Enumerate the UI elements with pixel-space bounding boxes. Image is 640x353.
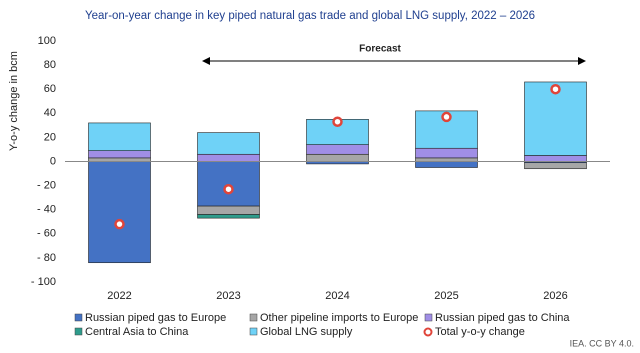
y-tick-label: 60 [44, 83, 56, 95]
bar-segment [197, 214, 260, 219]
x-tick-label: 2023 [216, 290, 240, 302]
y-tick-label: - 60 [37, 228, 56, 240]
source: IEA. CC BY 4.0. [570, 338, 634, 348]
legend-swatch [249, 327, 258, 336]
x-tick-label: 2022 [107, 290, 131, 302]
legend-label: Russian piped gas to Europe [85, 312, 226, 324]
x-tick-label: 2026 [543, 290, 567, 302]
y-tick-label: - 20 [37, 180, 56, 192]
legend-label: Other pipeline imports to Europe [260, 312, 418, 324]
total-marker [223, 183, 234, 195]
total-marker [332, 116, 343, 127]
bar-segment [306, 153, 369, 162]
total-marker [441, 111, 452, 123]
y-tick-label: - 40 [37, 204, 56, 216]
y-tick-label: 80 [44, 59, 56, 71]
legend-swatch [424, 313, 433, 322]
y-tick-label: 20 [44, 131, 56, 143]
legend-label: Central Asia to China [85, 326, 189, 338]
bar-segment [306, 144, 369, 155]
bar-segment [415, 161, 478, 168]
bar-segment [415, 147, 478, 159]
legend-swatch [74, 327, 83, 336]
bar-segment [197, 132, 260, 155]
y-tick-label: - 100 [31, 276, 56, 288]
legend-swatch [423, 327, 433, 337]
bar-segment [88, 122, 151, 151]
x-tick-label: 2025 [434, 290, 458, 302]
legend-label: Global LNG supply [260, 326, 353, 338]
annotation: Forecast [359, 44, 401, 55]
legend-swatch [249, 313, 258, 322]
y-tick-label: 100 [38, 35, 56, 47]
y-tick-label: 40 [44, 107, 56, 119]
y-axis-label: Y-o-y change in bcm [8, 51, 20, 151]
bar-segment [524, 162, 587, 170]
total-marker [114, 218, 125, 230]
legend-label: Russian piped gas to China [435, 312, 570, 324]
bar-segment [197, 153, 260, 162]
chart-title: Year-on-year change in key piped natural… [85, 10, 535, 22]
bar-segment [88, 161, 151, 264]
legend-swatch [74, 313, 83, 322]
total-marker [550, 83, 561, 95]
bar-segment [415, 157, 478, 162]
bar-segment [197, 205, 260, 215]
legend-label: Total y-o-y change [435, 326, 525, 338]
bar-segment [88, 150, 151, 159]
bar-segment [197, 161, 260, 207]
x-tick-label: 2024 [325, 290, 349, 302]
y-tick-label: - 80 [37, 252, 56, 264]
bar-segment [524, 155, 587, 162]
y-tick-label: 0 [50, 155, 56, 167]
bar-segment [88, 157, 151, 162]
